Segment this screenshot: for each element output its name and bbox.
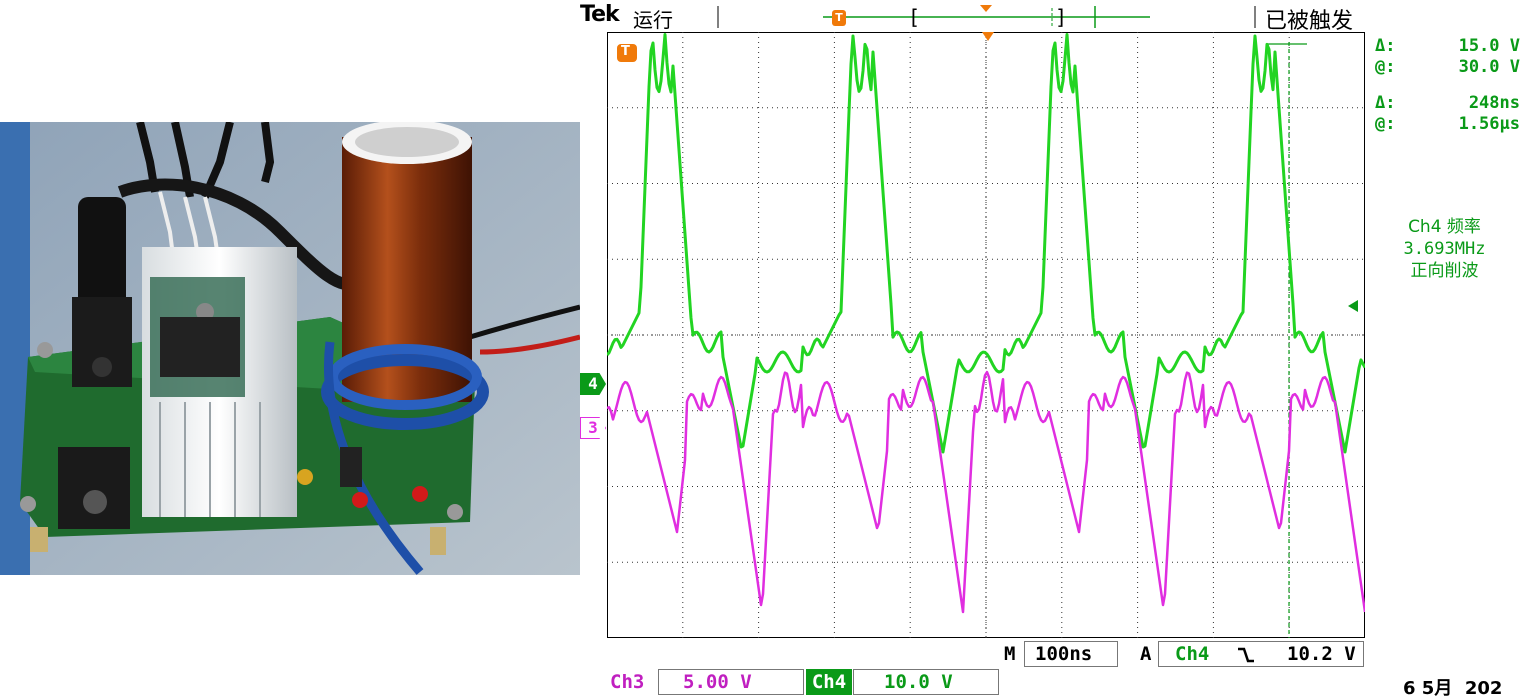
- delta-symbol: Δ:: [1375, 93, 1396, 113]
- ch4-scale: 10.0 V: [884, 671, 953, 693]
- voltage-at-row: @: 30.0 V: [1375, 57, 1520, 78]
- trigger-position-icon: T: [832, 10, 846, 26]
- record-position-bar: [ ]: [717, 5, 1256, 29]
- run-state: 运行: [633, 8, 673, 32]
- svg-text:[: [: [908, 5, 920, 29]
- cursor-readout: Δ: 15.0 V @: 30.0 V Δ: 248ns @: 1.56µs: [1375, 36, 1520, 135]
- trigger-point-icon: [982, 32, 994, 41]
- measurement-label: Ch4 频率: [1408, 217, 1481, 237]
- time-delta-row: Δ: 248ns: [1375, 93, 1520, 114]
- trigger-level-icon: [1348, 300, 1358, 312]
- voltage-delta-value: 15.0 V: [1458, 36, 1520, 56]
- ch3-waveform: [607, 370, 1365, 614]
- time-at-row: @: 1.56µs: [1375, 114, 1520, 135]
- ch3-scale-box[interactable]: 5.00 V: [658, 669, 804, 695]
- voltage-delta-row: Δ: 15.0 V: [1375, 36, 1520, 57]
- falling-edge-icon: [1238, 647, 1254, 663]
- time-delta-value: 248ns: [1468, 93, 1520, 113]
- time-at-value: 1.56µs: [1458, 114, 1520, 134]
- at-symbol: @:: [1375, 57, 1396, 77]
- tesla-coil-photo: [0, 122, 580, 575]
- ch4-marker[interactable]: 4: [580, 373, 606, 395]
- date-display: 6 5月 202: [1403, 678, 1503, 699]
- trigger-a-label: A: [1140, 643, 1152, 665]
- timebase-m-label: M: [1004, 643, 1016, 665]
- measurement-note: 正向削波: [1410, 261, 1479, 281]
- trigger-marker-icon: [617, 44, 637, 62]
- oscilloscope-graticule: [607, 32, 1365, 638]
- ch4-label[interactable]: Ch4: [806, 669, 852, 695]
- measurement-value: 3.693MHz: [1403, 239, 1486, 259]
- ch3-label: Ch3: [610, 671, 645, 693]
- trigger-marker-letter: T: [621, 44, 630, 59]
- timebase-box[interactable]: 100ns: [1024, 641, 1118, 667]
- svg-text:]: ]: [1055, 5, 1067, 29]
- trigger-level: 10.2 V: [1287, 643, 1356, 665]
- brand-logo: Tek: [580, 2, 620, 27]
- ch4-scale-box[interactable]: 10.0 V: [853, 669, 999, 695]
- ch3-scale: 5.00 V: [683, 671, 752, 693]
- voltage-at-value: 30.0 V: [1458, 57, 1520, 77]
- ch3-marker[interactable]: 3: [580, 417, 606, 439]
- frequency-measurement: Ch4 频率 3.693MHz 正向削波: [1366, 216, 1523, 282]
- at-symbol: @:: [1375, 114, 1396, 134]
- trigger-source: Ch4: [1175, 643, 1210, 665]
- delta-symbol: Δ:: [1375, 36, 1396, 56]
- timebase-value: 100ns: [1035, 643, 1093, 665]
- trigger-status: 已被触发: [1265, 9, 1354, 34]
- trigger-box[interactable]: Ch4 10.2 V: [1158, 641, 1364, 667]
